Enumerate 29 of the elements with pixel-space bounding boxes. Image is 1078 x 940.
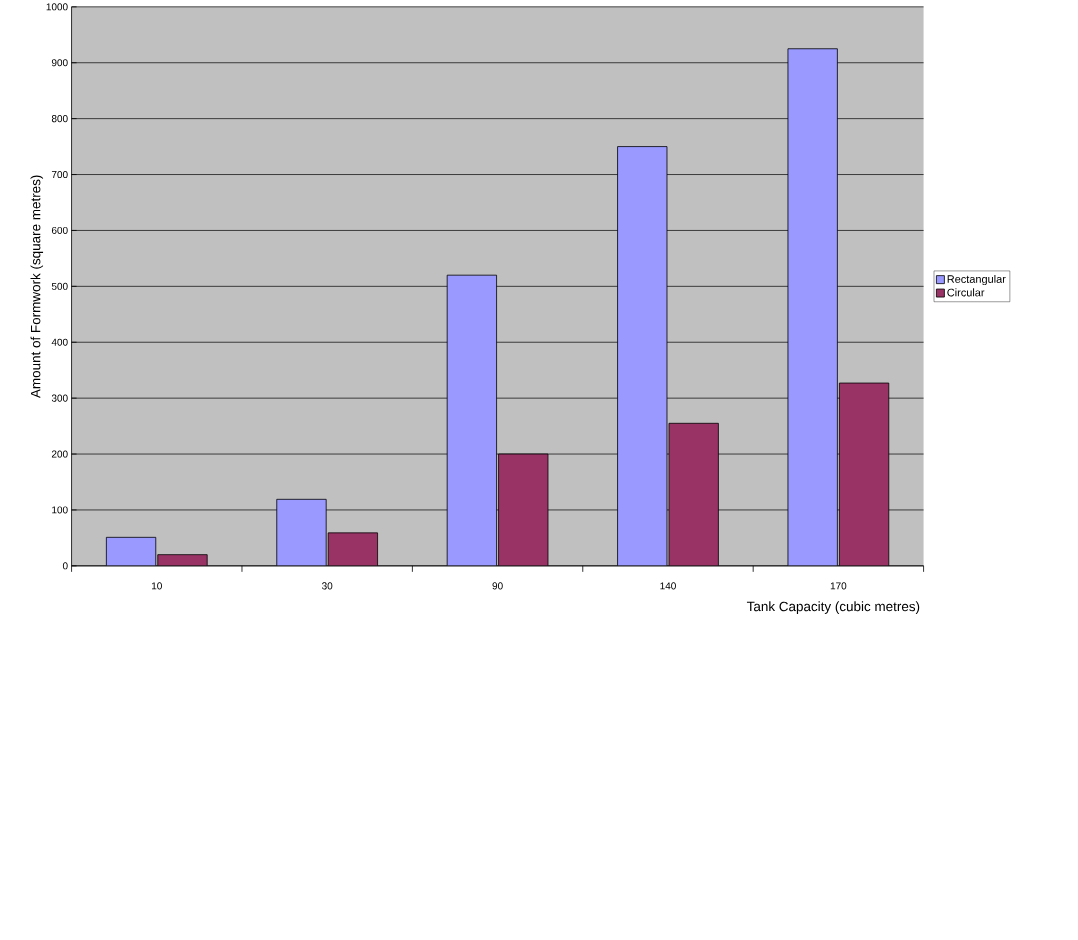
x-tick-label: 10 bbox=[152, 582, 162, 590]
y-axis-title: Amount of Formwork (square metres) bbox=[30, 175, 44, 398]
y-tick-label: 400 bbox=[51, 338, 68, 346]
y-tick-label: 300 bbox=[51, 394, 68, 402]
y-tick-label: 800 bbox=[51, 114, 68, 122]
y-tick-label: 200 bbox=[51, 450, 68, 458]
bar bbox=[668, 423, 719, 566]
x-tick-label: 140 bbox=[660, 582, 676, 590]
y-tick-label: 500 bbox=[51, 282, 68, 290]
bar bbox=[787, 48, 838, 566]
bar bbox=[447, 274, 497, 566]
legend-label: Circular bbox=[947, 288, 985, 297]
bar bbox=[498, 453, 548, 566]
bar bbox=[838, 382, 890, 566]
x-axis-title: Tank Capacity (cubic metres) bbox=[746, 601, 920, 614]
legend-label: Rectangular bbox=[947, 274, 1006, 285]
y-tick-label: 1000 bbox=[46, 3, 68, 11]
x-tick-label: 30 bbox=[322, 582, 333, 590]
y-tick-label: 600 bbox=[51, 226, 68, 234]
x-tick-label: 170 bbox=[830, 582, 847, 590]
y-tick-label: 700 bbox=[51, 170, 68, 178]
y-tick-label: 100 bbox=[52, 506, 68, 514]
y-tick-label: 900 bbox=[51, 59, 68, 67]
x-tick-label: 90 bbox=[492, 582, 503, 590]
y-tick-label: 0 bbox=[62, 562, 68, 570]
bar bbox=[106, 537, 156, 566]
bar bbox=[617, 146, 667, 566]
bar bbox=[276, 499, 327, 566]
bar bbox=[328, 532, 378, 566]
